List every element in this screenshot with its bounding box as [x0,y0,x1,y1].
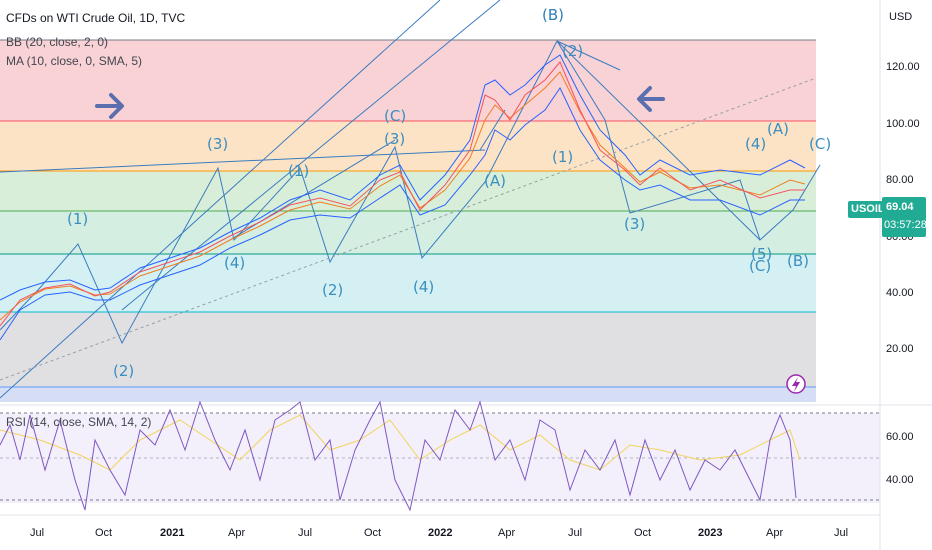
wave-label: (B) [542,6,564,24]
price-axis-tick: 40.00 [886,287,914,299]
arrow-right-icon [95,93,124,119]
fib-zone-6 [0,312,816,387]
fib-zone-1 [0,40,816,121]
time-axis-tick: 2022 [428,527,452,539]
price-axis-tick: 80.00 [886,174,914,186]
arrow-left-icon [637,86,665,112]
rsi-lines [0,400,801,512]
rsi-axis: 60.00 40.00 [886,431,914,486]
wave-label: (4) [745,135,766,153]
time-axis-tick: Oct [364,527,381,539]
wave-label: (C) [809,135,831,153]
fib-zone-5 [0,254,816,312]
wave-label: (2) [113,362,134,380]
time-axis-tick: 2021 [160,527,184,539]
rsi-axis-tick: 40.00 [886,474,914,486]
wave-label: (C) [384,107,406,125]
wave-label: (A) [484,172,506,190]
wave-label: (1) [552,148,573,166]
time-axis-tick: Apr [498,527,515,539]
price-axis-tick: 20.00 [886,343,914,355]
rsi-legend[interactable]: RSI (14, close, SMA, 14, 2) [6,415,152,429]
bollinger-bands [0,54,806,341]
time-axis-tick: Jul [834,527,848,539]
elliott-wave-lines [0,0,821,399]
wave-label: (4) [224,254,245,272]
wave-label: (3) [384,130,405,148]
time-axis-tick: Apr [766,527,783,539]
chart-title: CFDs on WTI Crude Oil, 1D, TVC [6,11,186,25]
fib-zone-4 [0,211,816,254]
price-axis-tick: 120.00 [886,61,920,73]
lightning-alert-icon[interactable] [786,374,806,394]
wave-label: (1) [288,162,309,180]
price-axis: USD 120.00 100.00 80.00 60.00 40.00 20.0… [886,11,920,355]
price-tag-value: 69.04 [886,201,914,213]
wave-label: (B) [787,252,809,270]
fib-zone-7 [0,387,816,402]
price-axis-currency: USD [889,11,912,23]
wave-label: (2) [562,42,583,60]
wave-label: (3) [624,215,645,233]
ma-legend[interactable]: MA (10, close, 0, SMA, 5) [6,54,143,68]
time-axis: Jul Oct 2021 Apr Jul Oct 2022 Apr Jul Oc… [30,527,848,539]
wave-labels: (1) (2) (3) (4) (1) (2) (3) (C) (4) (A) … [67,6,831,380]
time-axis-tick: Jul [568,527,582,539]
wave-label: (C) [749,257,771,275]
symbol-tag-symbol: USOIL [851,203,885,215]
time-axis-tick: Oct [634,527,651,539]
wave-label: (2) [322,281,343,299]
wave-label: (4) [413,278,434,296]
wave-label: (5) [751,245,772,263]
wave-label: (3) [207,135,228,153]
wave-label: (A) [767,120,789,138]
time-axis-tick: Jul [30,527,44,539]
time-axis-tick: Oct [95,527,112,539]
bb-legend[interactable]: BB (20, close, 2, 0) [6,35,109,49]
fib-zones [0,39,816,402]
price-axis-tick: 100.00 [886,118,920,130]
time-axis-tick: Apr [228,527,245,539]
time-axis-tick: 2023 [698,527,722,539]
price-tag-countdown: 03:57:28 [884,219,927,231]
rsi-axis-tick: 60.00 [886,431,914,443]
symbol-tag: USOIL [848,201,885,218]
fib-zone-2 [0,121,816,171]
price-tag: 69.04 03:57:28 [882,197,927,237]
time-axis-tick: Jul [298,527,312,539]
dashed-trendline [0,77,817,381]
wave-label: (1) [67,210,88,228]
